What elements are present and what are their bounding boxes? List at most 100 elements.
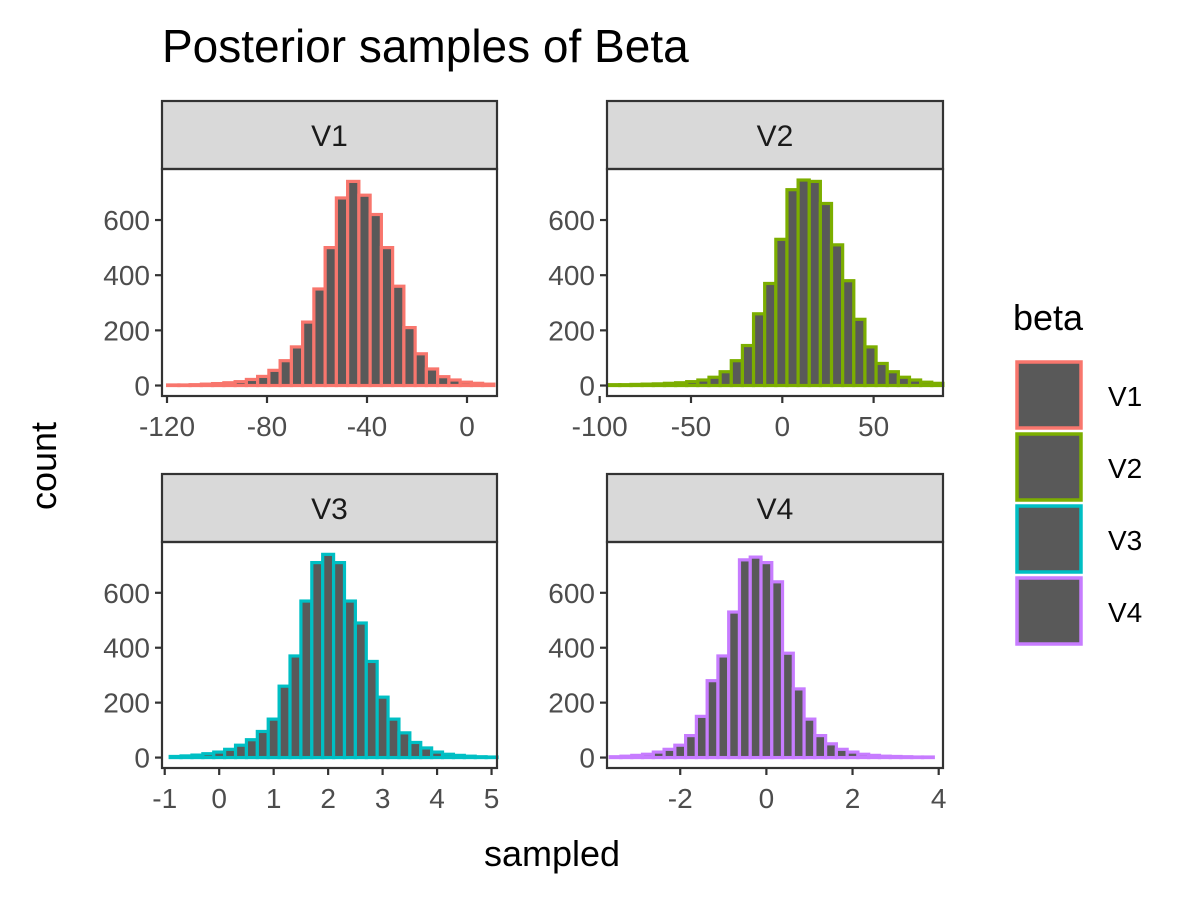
histogram-bar [484, 755, 499, 760]
histogram-bar [920, 755, 935, 760]
legend-label-v2: V2 [1108, 453, 1142, 484]
histogram-bar [179, 754, 194, 760]
histogram-bar [874, 361, 889, 388]
x-tick-label: -50 [671, 411, 711, 442]
panel-border [605, 540, 945, 770]
histogram-bar [440, 752, 456, 760]
histogram-bars [608, 555, 935, 760]
histogram-bars [168, 552, 499, 760]
facet-strip-label: V1 [311, 120, 348, 153]
x-tick-label: 1 [266, 783, 282, 814]
histogram-bar [607, 383, 622, 388]
facet-panel-v1: V1 0 200 400 600 -120 -80 -40 0 [103, 99, 499, 442]
histogram-bar [266, 717, 281, 760]
histogram-bar [451, 753, 466, 760]
histogram-bar [346, 179, 361, 388]
histogram-bar [408, 740, 423, 760]
histogram-bar [780, 651, 795, 760]
facet-strip [160, 472, 499, 544]
histogram-bar [424, 367, 440, 388]
histogram-bar [458, 380, 473, 388]
x-tick-label: -1 [152, 783, 177, 814]
panel-border [160, 167, 499, 398]
histogram-bar [696, 378, 711, 388]
y-tick-label: 200 [548, 315, 595, 346]
x-tick-label: -120 [139, 411, 195, 442]
histogram-bar [748, 555, 763, 760]
y-tick-label: 400 [548, 260, 595, 291]
histogram-bar [919, 380, 934, 388]
legend-key-v3 [1015, 504, 1083, 574]
histogram-bar [211, 381, 226, 388]
histogram-bar [402, 325, 417, 388]
histogram-bar [256, 374, 271, 388]
histogram-bar [321, 552, 336, 760]
histogram-bar [740, 343, 756, 388]
histogram-bar [863, 345, 878, 388]
histogram-bar [199, 382, 215, 388]
histogram-bar [331, 560, 347, 760]
x-tick-label: 0 [775, 411, 791, 442]
legend-label-v4: V4 [1108, 597, 1142, 628]
histogram-bar [630, 753, 645, 760]
y-tick-label: 400 [103, 633, 150, 664]
histogram-bar [824, 742, 838, 760]
y-tick-label: 200 [103, 315, 150, 346]
facet-panel-v4: V4 0 200 400 600 -2 0 2 4 [548, 472, 947, 814]
histogram-bar [188, 383, 203, 388]
legend-label-v3: V3 [1108, 525, 1142, 556]
histogram-bar [930, 381, 945, 388]
histogram-bar [244, 738, 259, 760]
histogram-bar [299, 599, 314, 760]
histogram-bar [727, 610, 742, 760]
x-tick-label: 4 [429, 783, 445, 814]
y-tick-label: 600 [103, 205, 150, 236]
histogram-bar [267, 368, 282, 388]
histogram-bar [673, 743, 688, 760]
y-axis-title: count [23, 422, 64, 510]
histogram-bar [751, 312, 767, 388]
histogram-bar [694, 714, 709, 760]
histogram-bar [391, 284, 406, 388]
histogram-bar [737, 558, 752, 760]
legend-key-v1 [1015, 360, 1083, 430]
histogram-bar [896, 375, 912, 388]
histogram-bar [166, 383, 181, 388]
facet-panel-v2: V2 0 200 400 600 -100 -50 0 50 [548, 99, 945, 442]
histogram-bar [910, 755, 925, 760]
legend-title: beta [1013, 297, 1084, 338]
facet-strip [605, 472, 945, 544]
x-tick-label: 5 [484, 783, 500, 814]
histogram-bar [342, 599, 357, 760]
histogram-bar [375, 695, 390, 760]
histogram-bar [323, 246, 338, 388]
histogram-bar [899, 755, 914, 760]
histogram-bar [288, 654, 303, 760]
histogram-bar [640, 752, 655, 760]
histogram-bar [759, 560, 774, 760]
histogram-bar [447, 378, 462, 388]
histogram-bar [353, 621, 368, 760]
histogram-bar [608, 755, 623, 760]
histogram-bar [619, 754, 634, 760]
histogram-bar [852, 317, 867, 388]
x-tick-label: 4 [931, 783, 947, 814]
x-tick-label: 0 [459, 411, 475, 442]
histogram-bar [845, 750, 860, 760]
x-tick-label: 2 [845, 783, 861, 814]
histogram-bar [255, 729, 270, 760]
histogram-bar [278, 359, 293, 388]
histogram-bar [685, 380, 700, 388]
histogram-bar [201, 752, 216, 760]
histogram-bar [662, 381, 678, 388]
histogram-bar [419, 746, 434, 760]
x-tick-label: 3 [375, 783, 391, 814]
y-tick-label: 600 [103, 578, 150, 609]
histogram-bar [334, 196, 350, 388]
histogram-bars [607, 178, 945, 388]
histogram-bar [662, 747, 677, 760]
histogram-bar [364, 659, 379, 760]
y-tick-label: 0 [134, 743, 150, 774]
